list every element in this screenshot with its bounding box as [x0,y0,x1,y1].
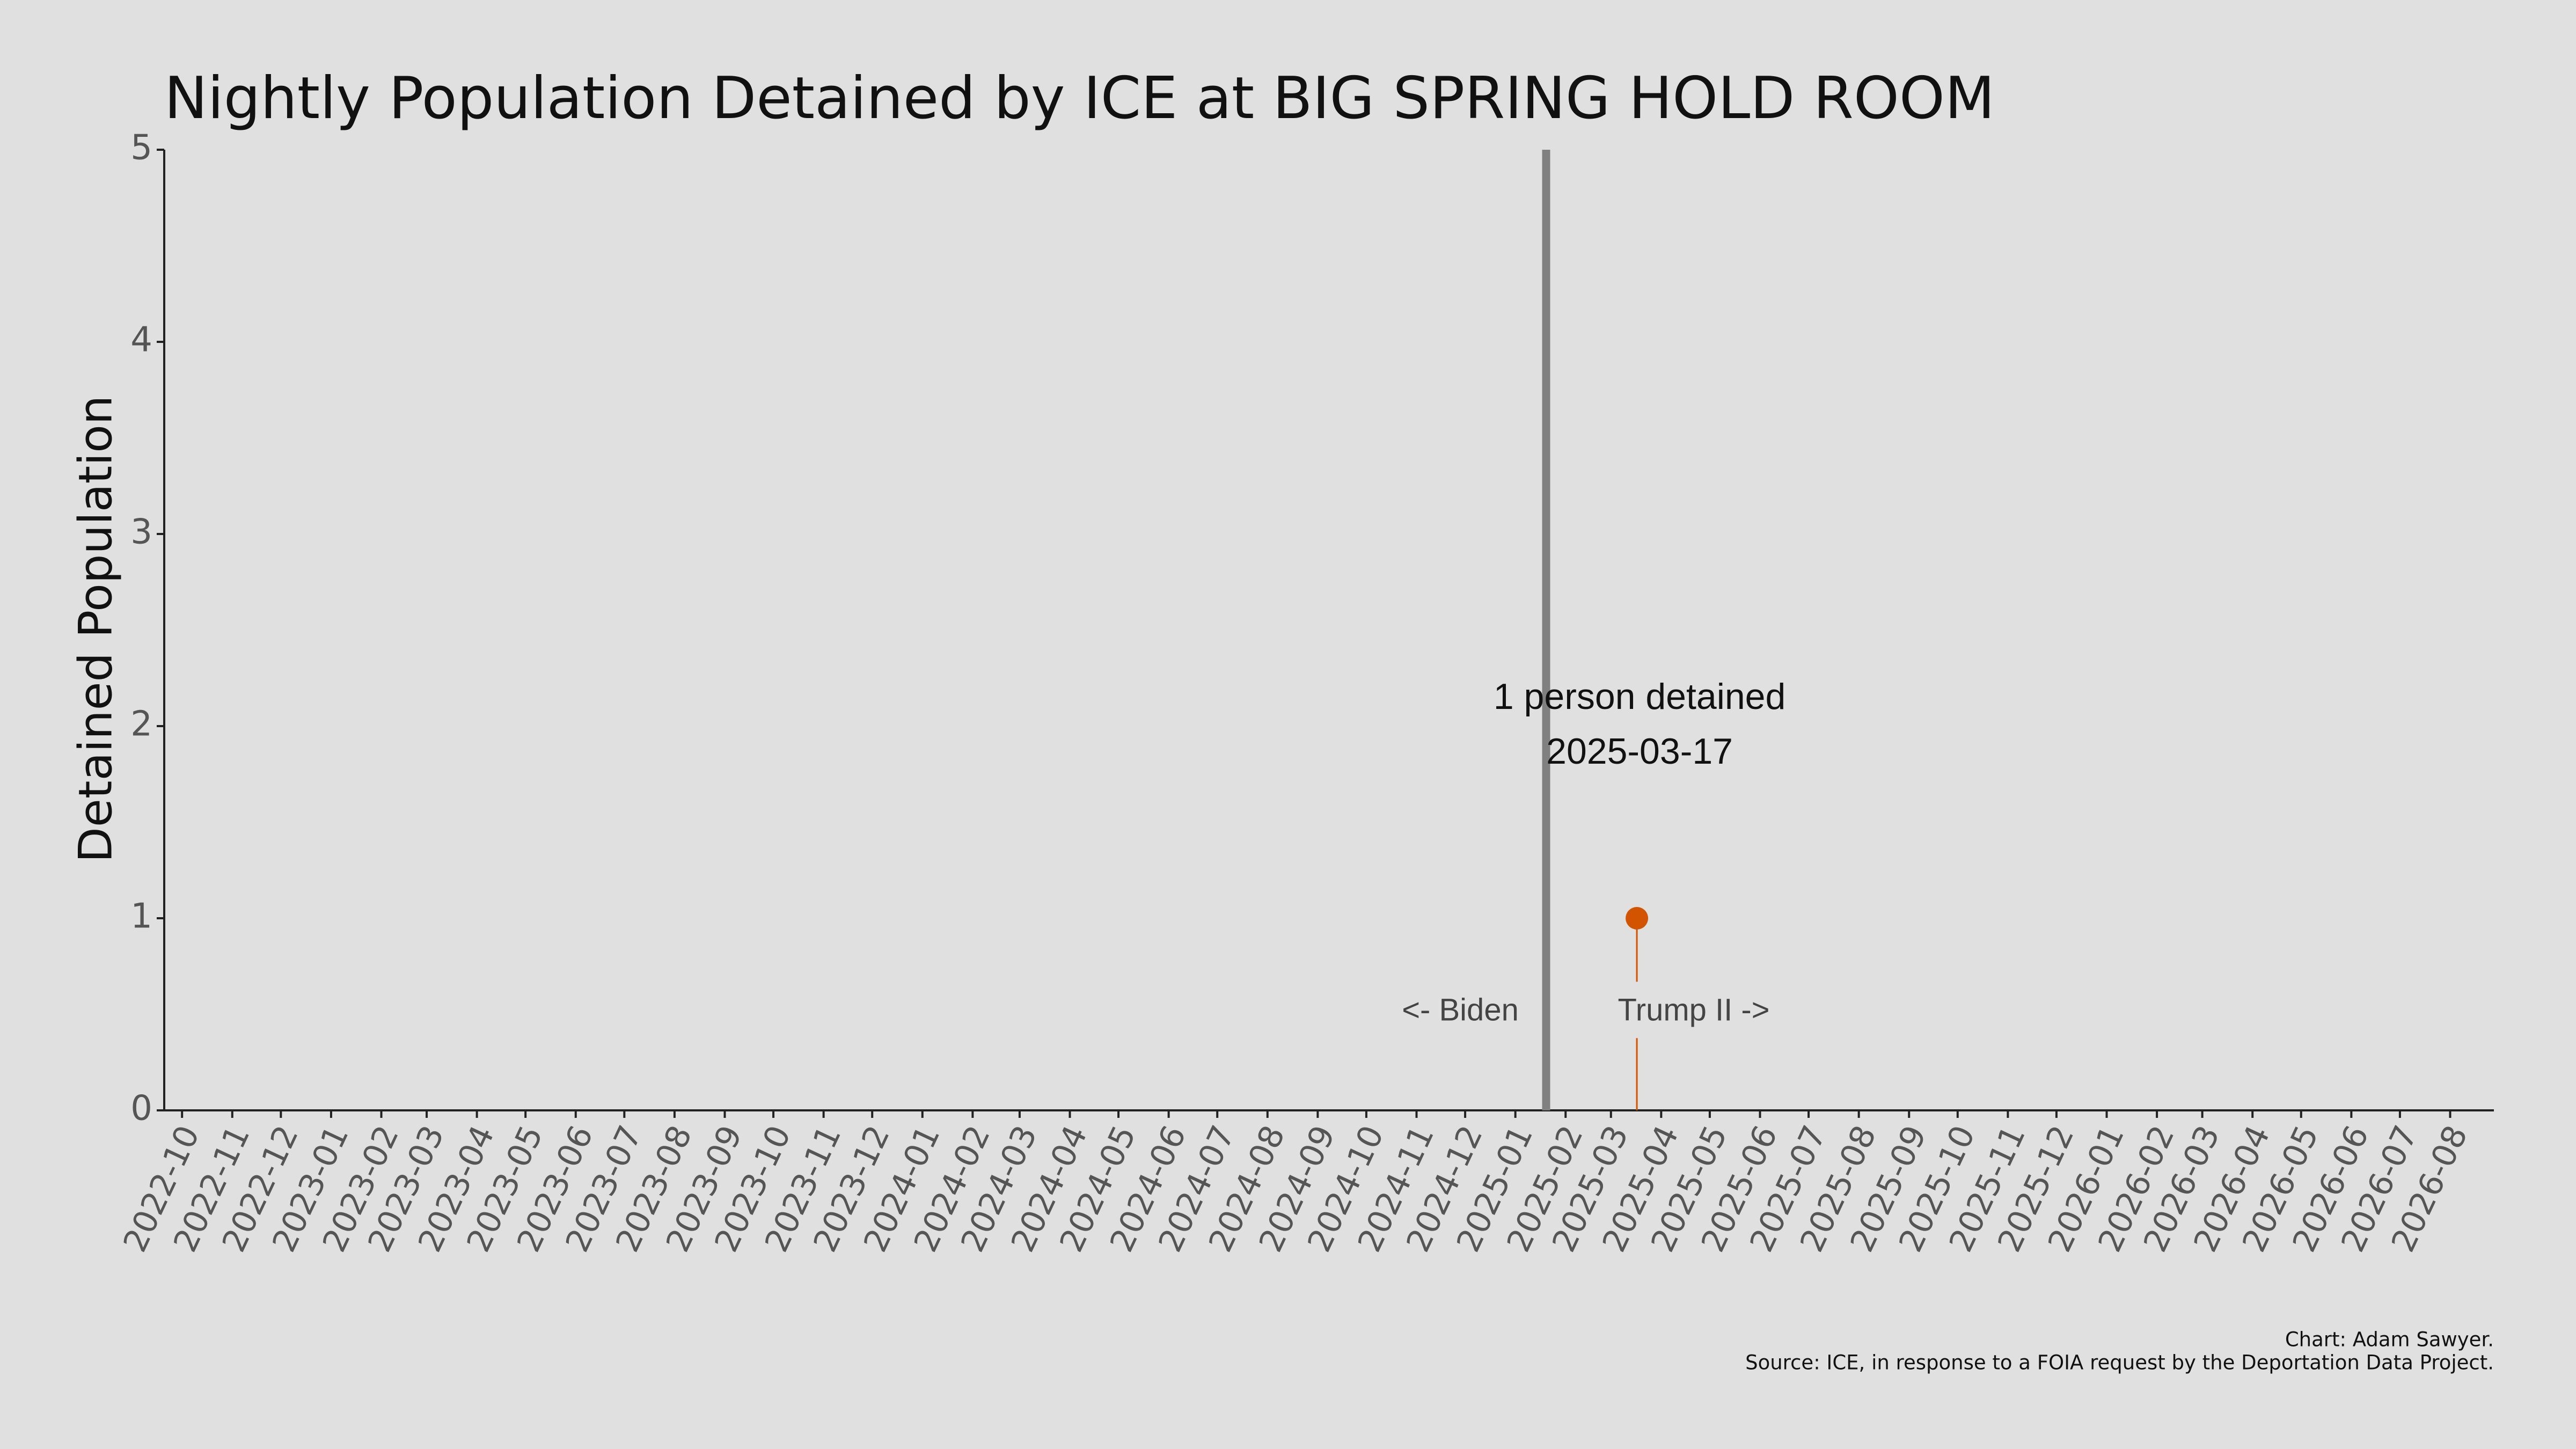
point [1626,907,1649,930]
divider-right-label: Trump II -> [1618,992,1769,1027]
y-axis-label: Detained Population [69,396,122,863]
divider-left-label: <- Biden [1402,992,1519,1027]
y-tick-label: 3 [130,513,152,552]
credit: Chart: Adam Sawyer. [2285,1328,2494,1351]
chart-title: Nightly Population Detained by ICE at BI… [164,65,1995,132]
point-date: 2025-03-17 [1546,731,1733,772]
y-tick-label: 2 [130,705,152,744]
point-annotation: 1 person detained [1494,676,1785,717]
y-tick-label: 5 [130,128,152,168]
y-tick-label: 4 [130,320,152,360]
y-tick-label: 1 [130,897,152,936]
source: Source: ICE, in response to a FOIA reque… [1745,1351,2494,1374]
y-tick-label: 0 [130,1089,152,1129]
label-background [1612,982,1775,1038]
